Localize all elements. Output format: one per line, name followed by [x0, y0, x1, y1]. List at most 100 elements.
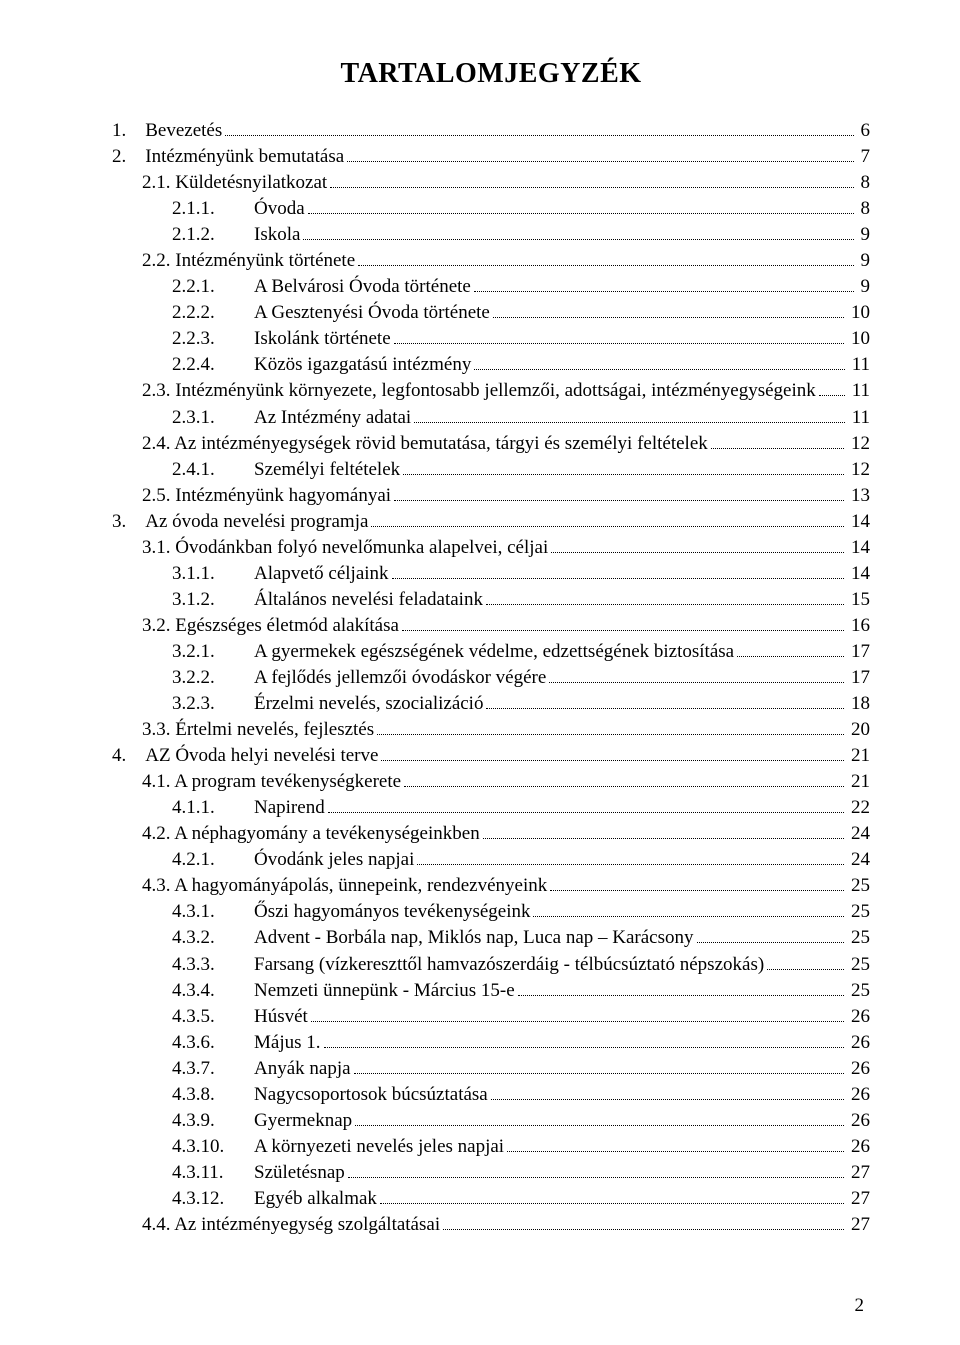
- toc-label: 4.1.1.Napirend: [172, 795, 325, 820]
- toc-page-number: 11: [848, 352, 870, 377]
- toc-entry: 3. Az óvoda nevelési programja 14: [112, 509, 870, 534]
- toc-number: 3.1.1.: [172, 561, 254, 586]
- toc-entry: 4.3.12.Egyéb alkalmak27: [112, 1186, 870, 1211]
- toc-page-number: 10: [847, 326, 870, 351]
- toc-leader-dots: [507, 1151, 844, 1152]
- toc-label: 4. AZ Óvoda helyi nevelési terve: [112, 743, 378, 768]
- toc-label: 3. Az óvoda nevelési programja: [112, 509, 368, 534]
- toc-page-number: 12: [847, 431, 870, 456]
- toc-text: AZ Óvoda helyi nevelési terve: [145, 745, 378, 766]
- toc-text: Iskolánk története: [254, 328, 391, 349]
- toc-label: 4.3.7.Anyák napja: [172, 1056, 351, 1081]
- toc-text: A hagyományápolás, ünnepeink, rendezvény…: [174, 875, 547, 896]
- toc-label: 4.3.9.Gyermeknap: [172, 1108, 352, 1133]
- toc-page-number: 9: [857, 222, 871, 247]
- toc-number: 4.3.7.: [172, 1056, 254, 1081]
- toc-leader-dots: [711, 448, 844, 449]
- toc-number: 2.2.: [142, 250, 171, 271]
- toc-number: 4.1.: [142, 771, 171, 792]
- toc-number: 4.3.1.: [172, 899, 254, 924]
- toc-number: 4.3.5.: [172, 1004, 254, 1029]
- toc-leader-dots: [377, 734, 844, 735]
- toc-leader-dots: [486, 708, 844, 709]
- toc-text: A fejlődés jellemzői óvodáskor végére: [254, 667, 546, 688]
- toc-number: 3.2.3.: [172, 691, 254, 716]
- toc-label: 4.3.6.Május 1.: [172, 1030, 321, 1055]
- toc-page-number: 14: [847, 535, 870, 560]
- toc-leader-dots: [551, 552, 844, 553]
- toc-entry: 3.3. Értelmi nevelés, fejlesztés20: [112, 717, 870, 742]
- toc-text: Iskola: [254, 224, 300, 245]
- toc-leader-dots: [308, 213, 854, 214]
- toc-text: Húsvét: [254, 1006, 308, 1027]
- toc-leader-dots: [358, 265, 853, 266]
- toc-label: 3.2.2.A fejlődés jellemzői óvodáskor vég…: [172, 665, 546, 690]
- toc-page-number: 18: [847, 691, 870, 716]
- toc-number: 2.5.: [142, 485, 171, 506]
- toc-label: 4.3.5.Húsvét: [172, 1004, 308, 1029]
- toc-number: 2.1.: [142, 172, 171, 193]
- toc-entry: 4.2.1.Óvodánk jeles napjai24: [112, 847, 870, 872]
- toc-text: Május 1.: [254, 1032, 321, 1053]
- toc-entry: 3.2. Egészséges életmód alakítása16: [112, 613, 870, 638]
- page-number: 2: [855, 1295, 865, 1317]
- toc-label: 4.3.8.Nagycsoportosok búcsúztatása: [172, 1082, 488, 1107]
- toc-text: Az intézményegységek rövid bemutatása, t…: [174, 433, 708, 454]
- toc-number: 4.4.: [142, 1214, 171, 1235]
- toc-label: 2.5. Intézményünk hagyományai: [142, 483, 391, 508]
- toc-label: 4.3.3.Farsang (vízkereszttől hamvazószer…: [172, 952, 764, 977]
- toc-label: 2.2.1.A Belvárosi Óvoda története: [172, 274, 471, 299]
- toc-entry: 2.1.1.Óvoda8: [112, 196, 870, 221]
- toc-text: Egészséges életmód alakítása: [175, 615, 399, 636]
- toc-label: 4.4. Az intézményegység szolgáltatásai: [142, 1212, 440, 1237]
- toc-label: 4.3.2.Advent - Borbála nap, Miklós nap, …: [172, 925, 694, 950]
- toc-page-number: 25: [847, 899, 870, 924]
- toc-leader-dots: [303, 239, 853, 240]
- toc-label: 2. Intézményünk bemutatása: [112, 144, 344, 169]
- toc-page-number: 16: [847, 613, 870, 638]
- toc-text: Általános nevelési feladataink: [254, 589, 483, 610]
- toc-entry: 2.2.2.A Gesztenyési Óvoda története10: [112, 300, 870, 325]
- toc-page-number: 7: [857, 144, 871, 169]
- toc-text: Intézményünk története: [175, 250, 355, 271]
- toc-entry: 3.2.1.A gyermekek egészségének védelme, …: [112, 639, 870, 664]
- toc-leader-dots: [354, 1073, 844, 1074]
- toc-page-number: 26: [847, 1004, 870, 1029]
- toc-text: Érzelmi nevelés, szocializáció: [254, 693, 483, 714]
- toc-leader-dots: [417, 864, 844, 865]
- toc-page-number: 27: [847, 1212, 870, 1237]
- toc-label: 2.1.1.Óvoda: [172, 196, 305, 221]
- toc-text: Óvodánkban folyó nevelőmunka alapelvei, …: [175, 537, 548, 558]
- toc-leader-dots: [311, 1021, 844, 1022]
- toc-page-number: 11: [848, 405, 870, 430]
- toc-entry: 3.2.2.A fejlődés jellemzői óvodáskor vég…: [112, 665, 870, 690]
- toc-page-number: 14: [847, 509, 870, 534]
- toc-page-number: 17: [847, 639, 870, 664]
- toc-text: Anyák napja: [254, 1058, 351, 1079]
- toc-number: 2.2.2.: [172, 300, 254, 325]
- toc-number: 2.2.3.: [172, 326, 254, 351]
- toc-number: 3.1.2.: [172, 587, 254, 612]
- toc-text: A Gesztenyési Óvoda története: [254, 302, 490, 323]
- toc-entry: 4.3.8.Nagycsoportosok búcsúztatása26: [112, 1082, 870, 1107]
- toc-label: 4.2. A néphagyomány a tevékenységeinkben: [142, 821, 480, 846]
- toc-text: Nagycsoportosok búcsúztatása: [254, 1084, 488, 1105]
- toc-leader-dots: [474, 291, 854, 292]
- toc-text: Intézményünk környezete, legfontosabb je…: [175, 380, 816, 401]
- toc-text: Küldetésnyilatkozat: [175, 172, 327, 193]
- toc-entry: 2.1.2.Iskola9: [112, 222, 870, 247]
- toc-number: 4.2.1.: [172, 847, 254, 872]
- toc-entry: 3.1.1.Alapvető céljaink14: [112, 561, 870, 586]
- toc-page-number: 15: [847, 587, 870, 612]
- toc-page-number: 27: [847, 1186, 870, 1211]
- toc-number: 3.1.: [142, 537, 171, 558]
- toc-leader-dots: [404, 786, 844, 787]
- toc-page-number: 25: [847, 925, 870, 950]
- toc-page-number: 17: [847, 665, 870, 690]
- toc-number: 3.2.1.: [172, 639, 254, 664]
- toc-label: 4.1. A program tevékenységkerete: [142, 769, 401, 794]
- toc-entry: 4.4. Az intézményegység szolgáltatásai 27: [112, 1212, 870, 1237]
- toc-page-number: 11: [848, 378, 870, 403]
- toc-leader-dots: [355, 1125, 844, 1126]
- toc-number: 4.3.8.: [172, 1082, 254, 1107]
